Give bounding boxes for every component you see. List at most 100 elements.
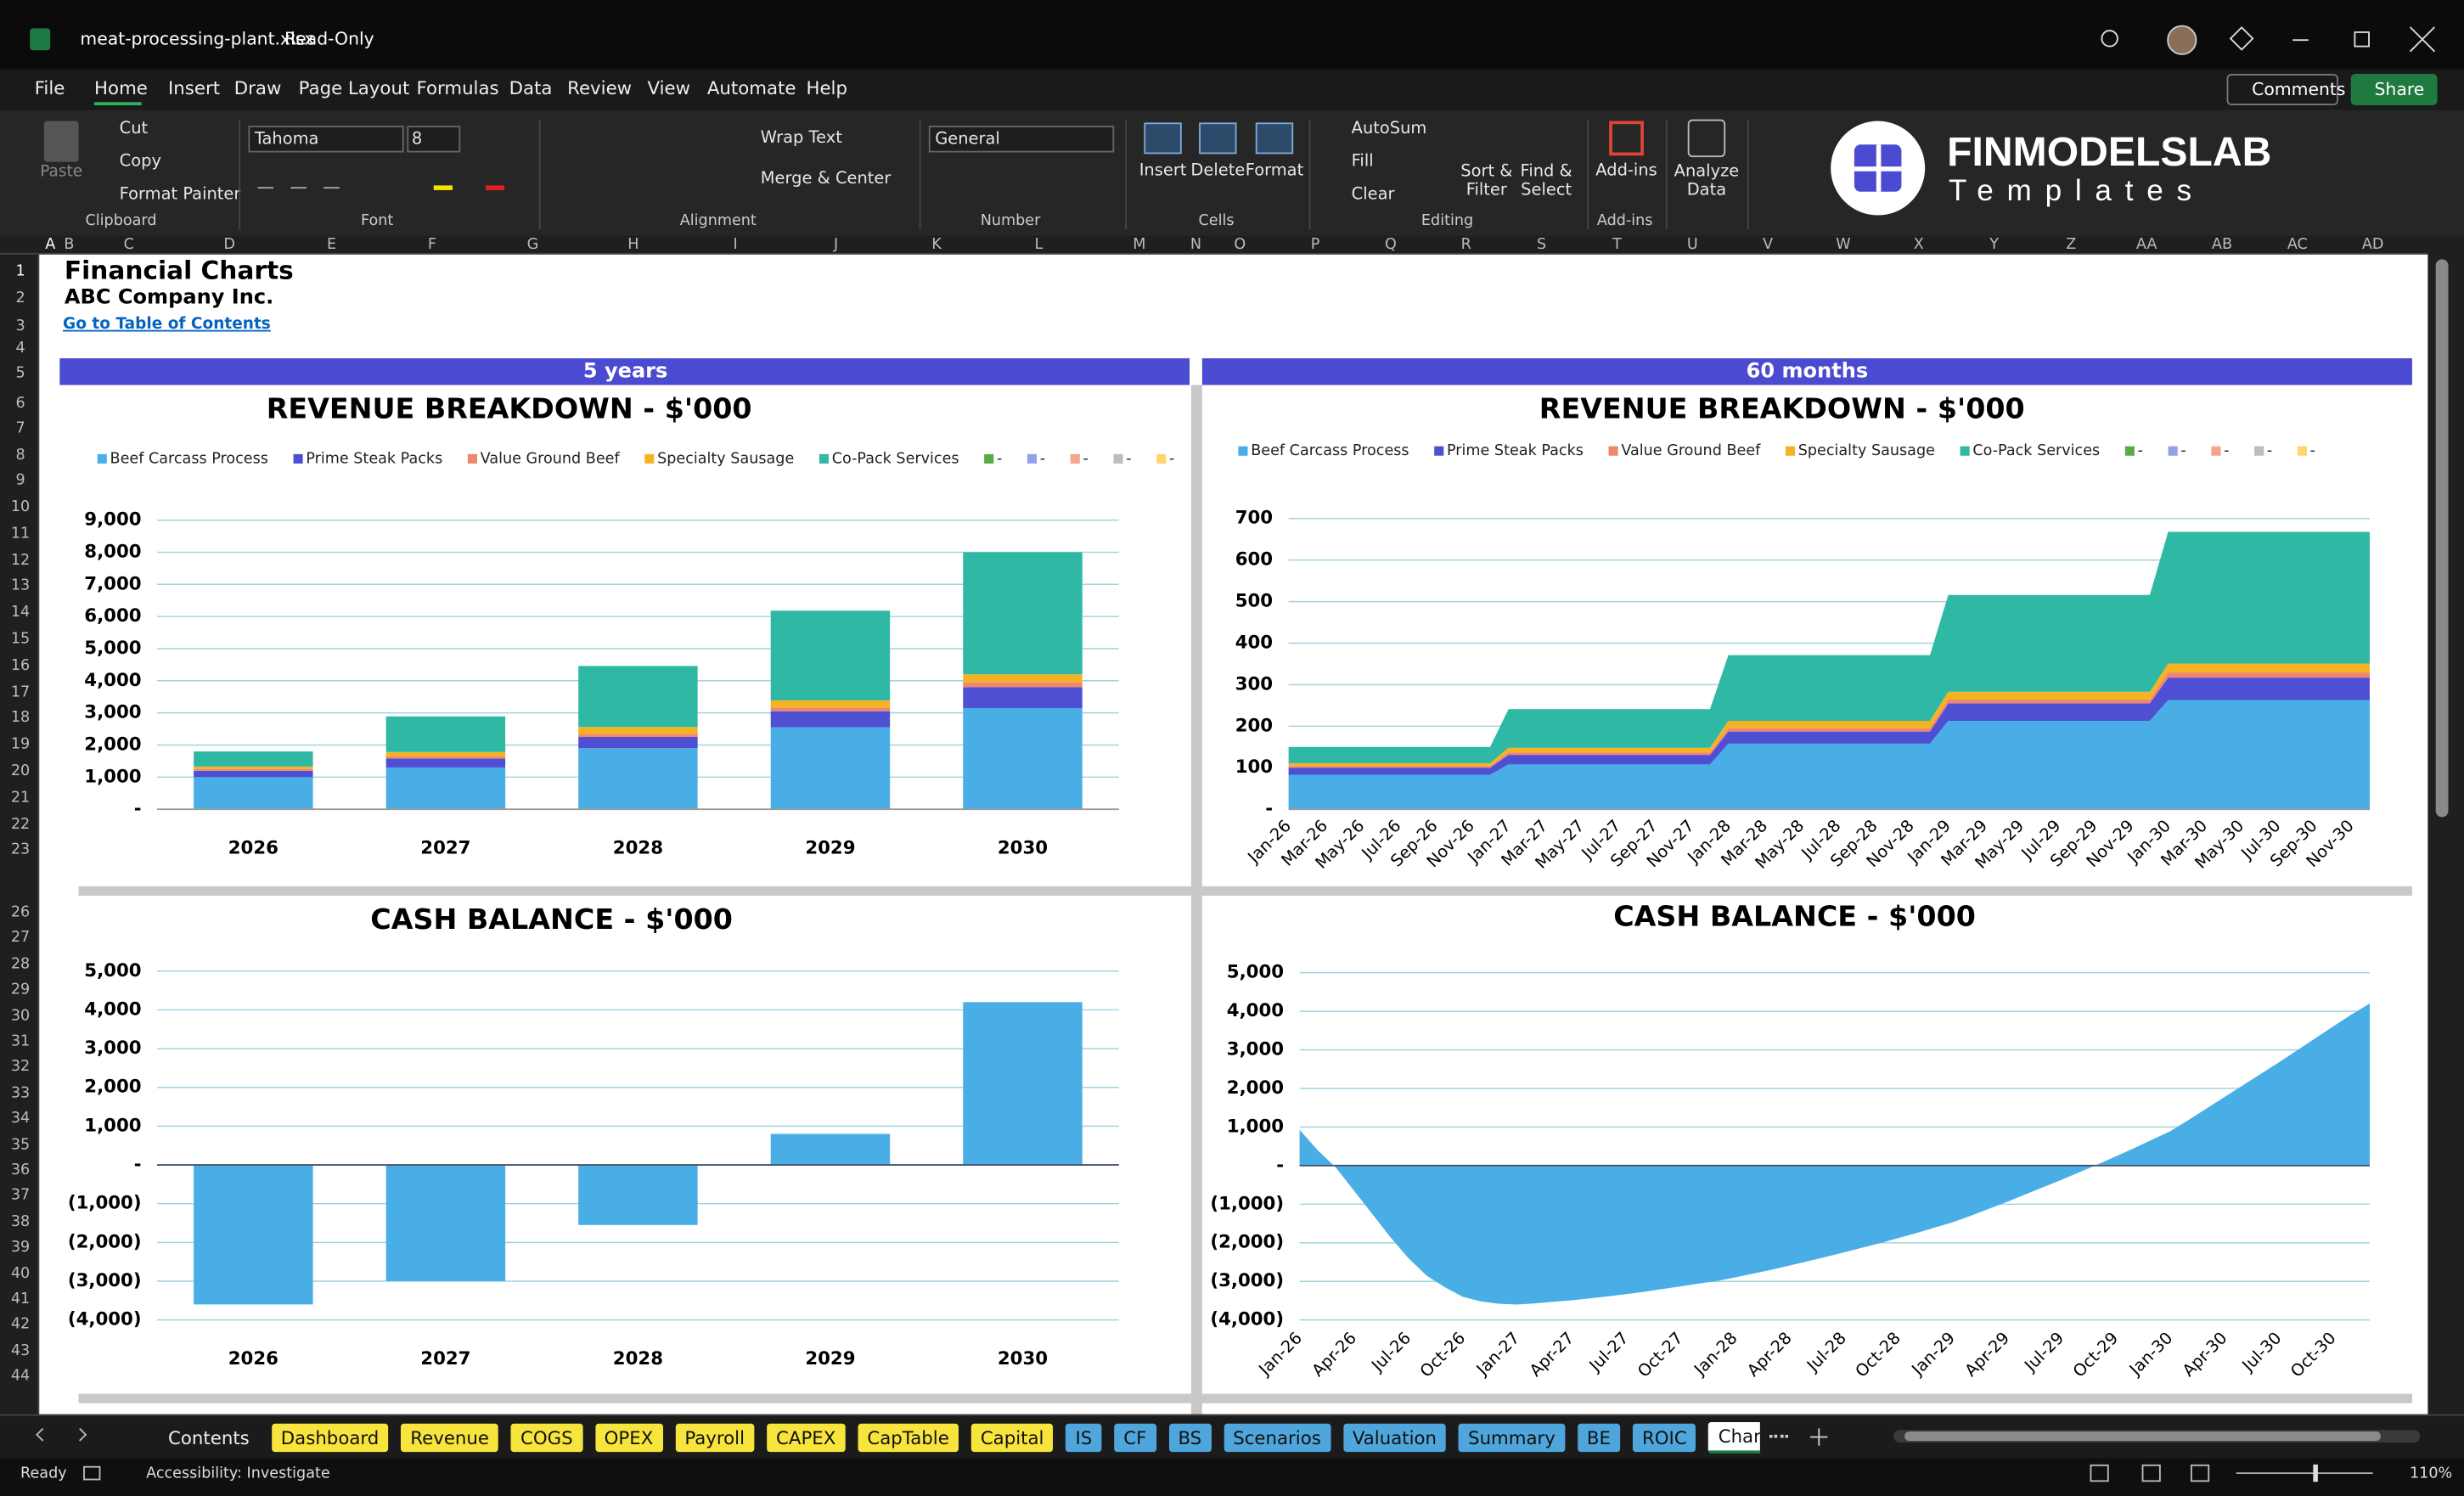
x-tick-label: Jan-28 bbox=[1690, 1328, 1741, 1380]
autosum[interactable]: AutoSum bbox=[1351, 119, 1427, 138]
more-tabs[interactable] bbox=[1769, 1434, 1789, 1438]
format-icon bbox=[290, 170, 307, 189]
cells-button[interactable]: Format bbox=[1245, 161, 1304, 181]
fill[interactable]: Fill bbox=[1351, 151, 1374, 172]
header-band bbox=[59, 357, 1190, 385]
view-button[interactable] bbox=[2090, 1464, 2109, 1482]
sheet-tab[interactable]: COGS bbox=[510, 1422, 582, 1452]
legend-label: Specialty Sausage bbox=[1798, 442, 1935, 459]
merge-center[interactable]: Merge & Center bbox=[760, 169, 892, 188]
zoom-thumb[interactable] bbox=[2313, 1464, 2318, 1482]
chart-separator bbox=[1201, 1393, 2412, 1403]
maximize bbox=[2354, 31, 2370, 48]
sheet-tab[interactable]: Valuation bbox=[1342, 1422, 1447, 1452]
row-header: 23 bbox=[10, 841, 31, 859]
row-header: 20 bbox=[10, 762, 31, 780]
row-header: 19 bbox=[10, 736, 31, 754]
paste-button[interactable]: Paste bbox=[40, 163, 83, 181]
share-label[interactable]: Share bbox=[2374, 79, 2425, 100]
y-tick-label: 2,000 bbox=[84, 1077, 141, 1098]
column-header: AD bbox=[2361, 236, 2384, 254]
row-header: 12 bbox=[10, 551, 31, 569]
sheet-tab[interactable]: OPEX bbox=[594, 1422, 663, 1452]
clipboard-button[interactable]: Copy bbox=[119, 151, 161, 172]
y-tick-label: 5,000 bbox=[84, 960, 141, 981]
comments-button[interactable] bbox=[2226, 73, 2338, 106]
menu-tab[interactable]: Help bbox=[806, 76, 847, 99]
clipboard-button[interactable]: Format Painter bbox=[119, 184, 241, 205]
menu-tab[interactable]: Formulas bbox=[416, 76, 499, 99]
font-box bbox=[248, 126, 404, 153]
row-header: 43 bbox=[10, 1341, 31, 1360]
search-icon bbox=[2101, 30, 2118, 48]
group-label: Cells bbox=[1198, 212, 1235, 230]
sheet-tab[interactable]: CF bbox=[1114, 1422, 1156, 1452]
add-sheet[interactable] bbox=[1818, 1428, 1820, 1446]
menu-tab[interactable]: Automate bbox=[706, 76, 796, 99]
view-button[interactable] bbox=[2190, 1464, 2210, 1482]
view-button[interactable] bbox=[2141, 1464, 2161, 1482]
sheet-tab[interactable]: BE bbox=[1577, 1422, 1621, 1452]
y-tick-label: 4,000 bbox=[1227, 1000, 1284, 1021]
toc-link[interactable]: Go to Table of Contents bbox=[63, 316, 271, 334]
menu-tab[interactable]: View bbox=[647, 76, 691, 99]
bar bbox=[194, 777, 313, 810]
legend-label: - bbox=[2310, 442, 2315, 459]
sheet-tab[interactable]: Charts bbox=[1708, 1421, 1760, 1454]
font-name[interactable]: Tahoma bbox=[254, 129, 319, 149]
chart-title: CASH BALANCE - $'000 bbox=[370, 903, 733, 936]
sheet-tab[interactable]: Contents bbox=[168, 1426, 250, 1448]
menu-tab[interactable]: Draw bbox=[233, 76, 282, 99]
group-label: Add-ins bbox=[1596, 212, 1653, 230]
menu-tab[interactable]: Home bbox=[94, 76, 148, 99]
sheet-tab[interactable]: ROIC bbox=[1632, 1422, 1696, 1452]
accessibility-status[interactable]: Accessibility: Investigate bbox=[146, 1465, 330, 1482]
sheet-tab[interactable]: IS bbox=[1066, 1422, 1102, 1452]
legend-swatch bbox=[1785, 446, 1796, 456]
bar bbox=[194, 770, 313, 778]
clear[interactable]: Clear bbox=[1351, 184, 1395, 205]
y-tick-label: 3,000 bbox=[1227, 1039, 1284, 1060]
y-tick-label: 2,000 bbox=[84, 734, 141, 755]
menu-tab[interactable]: Review bbox=[567, 76, 633, 99]
file-mode[interactable]: Read-Only bbox=[284, 29, 374, 50]
logo-grid-line bbox=[1854, 166, 1902, 172]
sheet-tab[interactable]: Dashboard bbox=[271, 1422, 389, 1452]
clipboard-button[interactable]: Cut bbox=[119, 119, 149, 138]
menu-tab[interactable]: Insert bbox=[168, 76, 221, 99]
comments-label[interactable]: Comments bbox=[2252, 79, 2346, 100]
x-tick-label: Jul-26 bbox=[1367, 1328, 1415, 1375]
menu-tab[interactable]: Data bbox=[509, 76, 553, 99]
y-tick-label: 1,000 bbox=[84, 766, 141, 787]
column-header: L bbox=[1034, 236, 1044, 254]
row-header: 27 bbox=[10, 930, 31, 948]
sheet-tab[interactable]: BS bbox=[1168, 1422, 1212, 1452]
sort-filter[interactable]: Sort & Filter bbox=[1460, 161, 1513, 200]
wrap-text[interactable]: Wrap Text bbox=[760, 128, 842, 148]
cells-button[interactable]: Delete bbox=[1190, 161, 1246, 181]
y-tick-label: 5,000 bbox=[1227, 962, 1284, 983]
sheet-tab[interactable]: CapTable bbox=[858, 1422, 959, 1452]
menu-tab[interactable]: Page Layout bbox=[298, 76, 410, 99]
find-select[interactable]: Find & Select bbox=[1520, 161, 1572, 200]
row-header: 41 bbox=[10, 1291, 31, 1308]
column-header: V bbox=[1763, 236, 1774, 254]
sheet-tab[interactable]: Summary bbox=[1458, 1422, 1566, 1452]
share-button[interactable] bbox=[2350, 73, 2438, 106]
cells-button[interactable]: Insert bbox=[1139, 161, 1187, 181]
add-ins[interactable]: Add-ins bbox=[1595, 161, 1657, 181]
number-format[interactable]: General bbox=[935, 129, 1000, 149]
analyze-data[interactable]: Analyze Data bbox=[1674, 161, 1740, 200]
menu-tab[interactable]: File bbox=[34, 76, 65, 99]
zoom-level[interactable]: 110% bbox=[2409, 1465, 2453, 1482]
sheet-tab[interactable]: Payroll bbox=[675, 1422, 755, 1452]
column-header: I bbox=[733, 236, 738, 254]
font-size[interactable]: 8 bbox=[411, 129, 423, 149]
column-header: W bbox=[1836, 236, 1851, 254]
column-header: O bbox=[1234, 236, 1246, 254]
sheet-tab[interactable]: Scenarios bbox=[1224, 1422, 1330, 1452]
sheet-tab[interactable]: Revenue bbox=[401, 1422, 499, 1452]
group-separator bbox=[239, 119, 241, 230]
sheet-tab[interactable]: CAPEX bbox=[766, 1422, 846, 1452]
sheet-tab[interactable]: Capital bbox=[970, 1422, 1054, 1452]
